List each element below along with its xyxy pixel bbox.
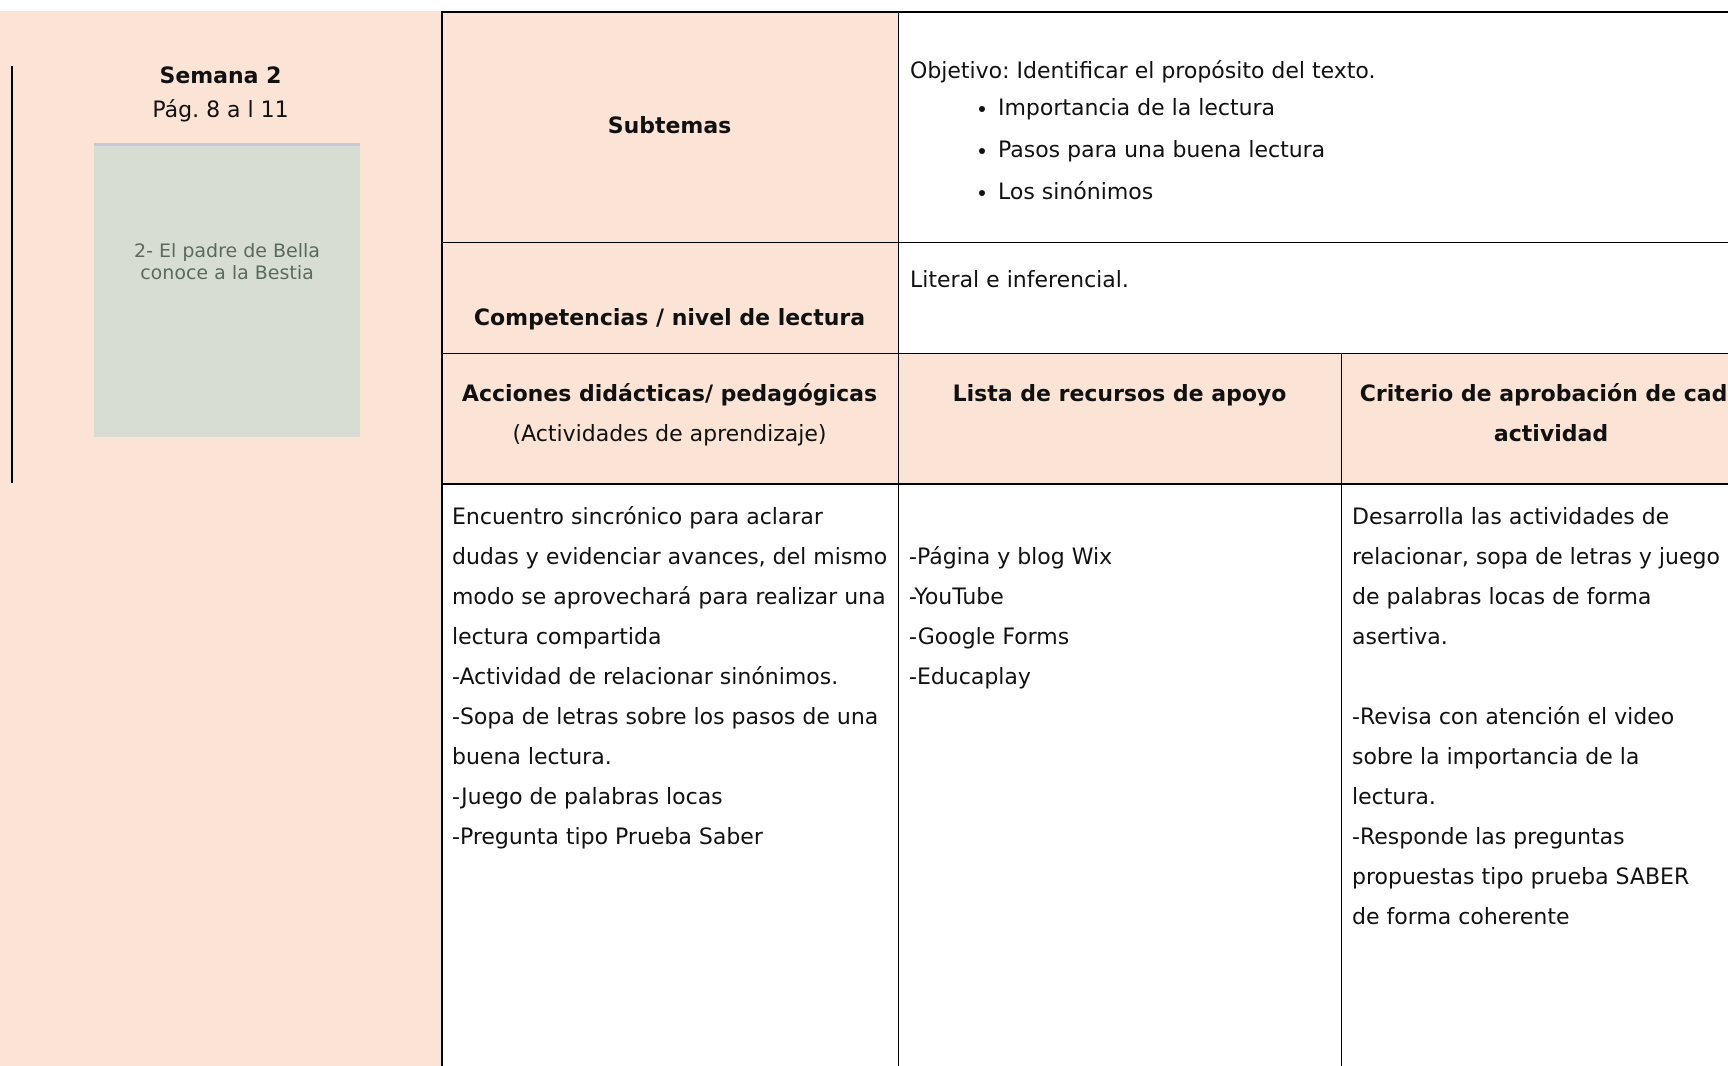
image-thumbnail: 2- El padre de Bella conoce a la Bestia: [94, 143, 360, 437]
header-title: Acciones didácticas/ pedagógicas: [461, 382, 878, 407]
border: [441, 11, 443, 1066]
week-title: Semana 2: [159, 64, 282, 89]
competencias-text: Literal e inferencial.: [910, 268, 1129, 293]
text-line: -Sopa de letras sobre los pasos de una b…: [452, 705, 879, 770]
text-line: -Google Forms: [909, 625, 1070, 650]
subtemas-list: Importancia de la lecturaPasos para una …: [910, 88, 1728, 214]
label: Competencias / nivel de lectura: [473, 306, 866, 331]
recursos-cell: -Página y blog Wix -YouTube -Google Forms -…: [909, 538, 1329, 698]
text-line: -Página y blog Wix: [909, 545, 1113, 570]
text-line: -Responde las preguntas propuestas tipo …: [1352, 825, 1690, 930]
subtemas-content: Objetivo: Identificar el propósito del t…: [898, 11, 1728, 242]
acciones-cell: Encuentro sincrónico para aclarar dudas …: [452, 498, 892, 858]
border: [898, 11, 899, 1066]
week-header: Semana 2 Pág. 8 a l 11: [0, 60, 441, 128]
text-line: -Actividad de relacionar sinónimos.: [452, 665, 839, 690]
objective: Objetivo: Identificar el propósito del t…: [910, 59, 1376, 84]
header-cell: Criterio de aprobación de cada actividad: [1359, 382, 1728, 447]
header-subtitle: (Actividades de aprendizaje): [512, 422, 827, 447]
week-pages: Pág. 8 a l 11: [152, 98, 289, 123]
border: [441, 353, 1728, 354]
image-caption: 2- El padre de Bella conoce a la Bestia: [134, 239, 320, 284]
list-item: Importancia de la lectura: [998, 88, 1728, 130]
header-cell: Acciones didácticas/ pedagógicas (Activi…: [441, 375, 898, 455]
list-item: Pasos para una buena lectura: [998, 130, 1728, 172]
header-cell: Lista de recursos de apoyo: [952, 382, 1287, 407]
subtemas-label: Subtemas: [441, 11, 898, 242]
criterio-cell: Desarrolla las actividades de relacionar…: [1352, 498, 1722, 938]
border: [11, 66, 13, 483]
text-line: -Juego de palabras locas: [452, 785, 723, 810]
text-line: Desarrolla las actividades de relacionar…: [1352, 505, 1720, 650]
competencias-label: Competencias / nivel de lectura: [441, 242, 898, 353]
text-line: Encuentro sincrónico para aclarar dudas …: [452, 505, 888, 650]
text-line: -Pregunta tipo Prueba Saber: [452, 825, 763, 850]
list-item: Los sinónimos: [998, 172, 1728, 214]
header-row: [441, 353, 1728, 483]
border: [441, 11, 1728, 13]
border: [441, 242, 1728, 243]
border: [441, 483, 1728, 485]
text-line: -YouTube: [909, 585, 1004, 610]
text-line: -Revisa con atención el video sobre la i…: [1352, 705, 1675, 810]
text-line: -Educaplay: [909, 665, 1031, 690]
border: [1341, 353, 1342, 1066]
label: Subtemas: [607, 114, 732, 139]
